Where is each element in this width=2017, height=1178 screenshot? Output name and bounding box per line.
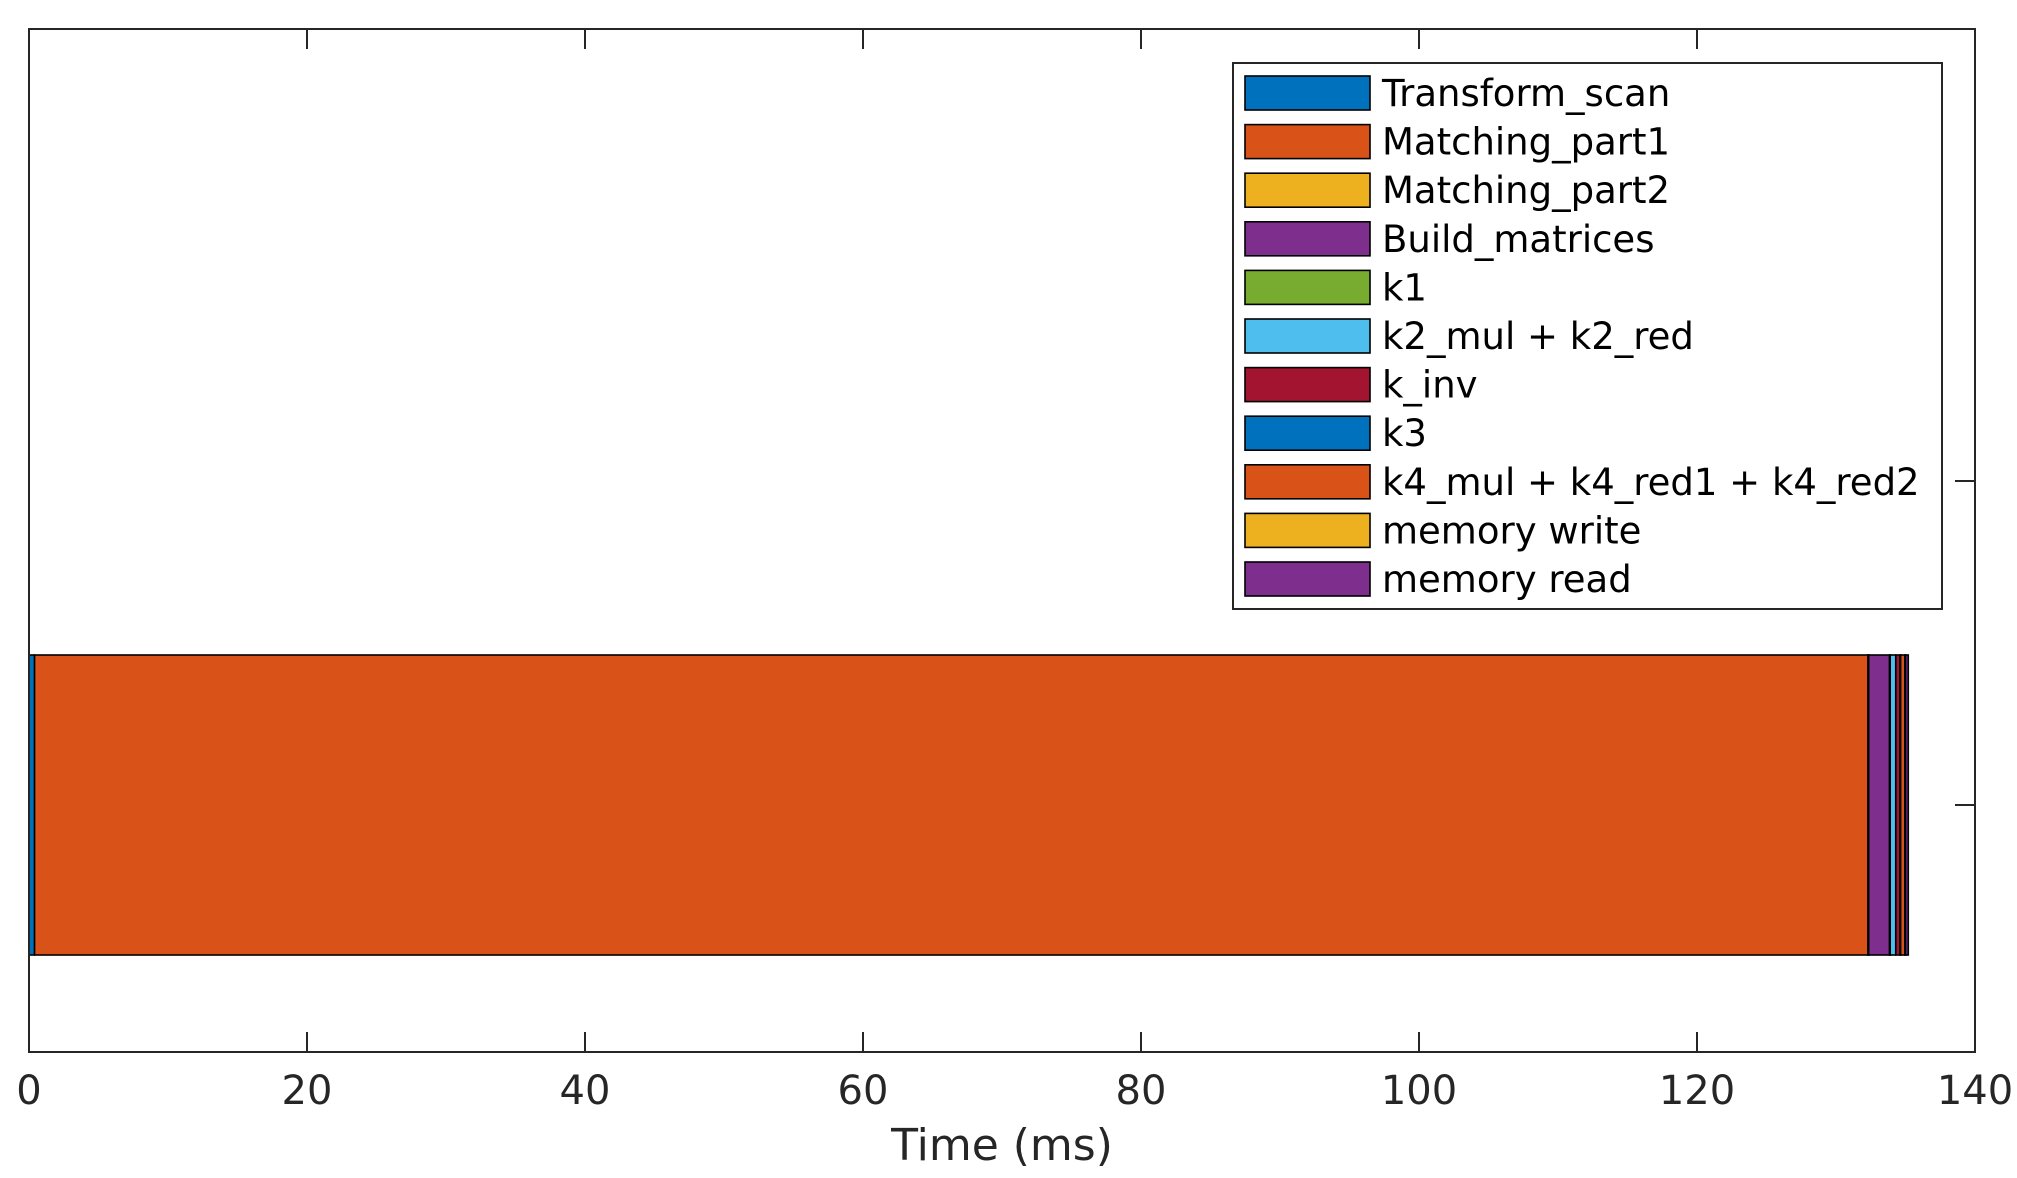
x-tick-label-7: 140: [1937, 1068, 2013, 1114]
x-tick-label-2: 40: [560, 1068, 611, 1114]
legend-label-4: k1: [1382, 266, 1427, 309]
legend-swatch-0: [1244, 75, 1371, 111]
legend-swatch-4: [1244, 269, 1371, 306]
bar-segment-1: [33, 654, 1869, 956]
legend-swatch-6: [1244, 366, 1371, 403]
legend[interactable]: Transform_scan Matching_part1 Matching_par…: [1232, 62, 1943, 610]
legend-label-9: memory write: [1382, 509, 1641, 552]
x-tick-label-4: 80: [1116, 1068, 1167, 1114]
legend-label-6: k_inv: [1382, 364, 1478, 407]
x-tick-label-3: 60: [838, 1068, 889, 1114]
legend-label-0: Transform_scan: [1381, 72, 1670, 115]
legend-swatch-9: [1244, 512, 1371, 549]
legend-swatch-5: [1244, 318, 1371, 354]
legend-swatch-3: [1244, 221, 1371, 257]
x-tick-label-1: 20: [282, 1068, 333, 1114]
legend-swatch-10: [1244, 561, 1371, 597]
legend-label-7: k3: [1382, 412, 1427, 455]
legend-label-8: k4_mul + k4_red1 + k4_red2: [1382, 461, 1920, 504]
x-axis-label: Time (ms): [890, 1120, 1113, 1171]
x-tick-label-5: 100: [1381, 1068, 1457, 1114]
legend-label-2: Matching_part2: [1382, 169, 1670, 212]
bar-segment-10: [1904, 654, 1910, 956]
x-tick-label-6: 120: [1659, 1068, 1735, 1114]
legend-swatch-1: [1244, 123, 1371, 160]
axes-frame: [28, 28, 1976, 1053]
legend-label-10: memory read: [1382, 558, 1632, 601]
x-tick-label-0: 0: [16, 1068, 41, 1114]
legend-label-1: Matching_part1: [1382, 121, 1670, 164]
legend-swatch-2: [1244, 172, 1371, 208]
axis-ticks: 0 20 40 60 80 100 120 140: [16, 29, 2013, 1114]
legend-label-3: Build_matrices: [1382, 218, 1654, 261]
legend-swatch-7: [1244, 415, 1371, 452]
legend-label-5: k2_mul + k2_red: [1382, 315, 1694, 358]
bar-segment-3: [1867, 654, 1891, 956]
bar-segments: [28, 654, 1910, 956]
legend-swatch-8: [1244, 463, 1371, 500]
bar-segment-5: [1889, 654, 1897, 956]
